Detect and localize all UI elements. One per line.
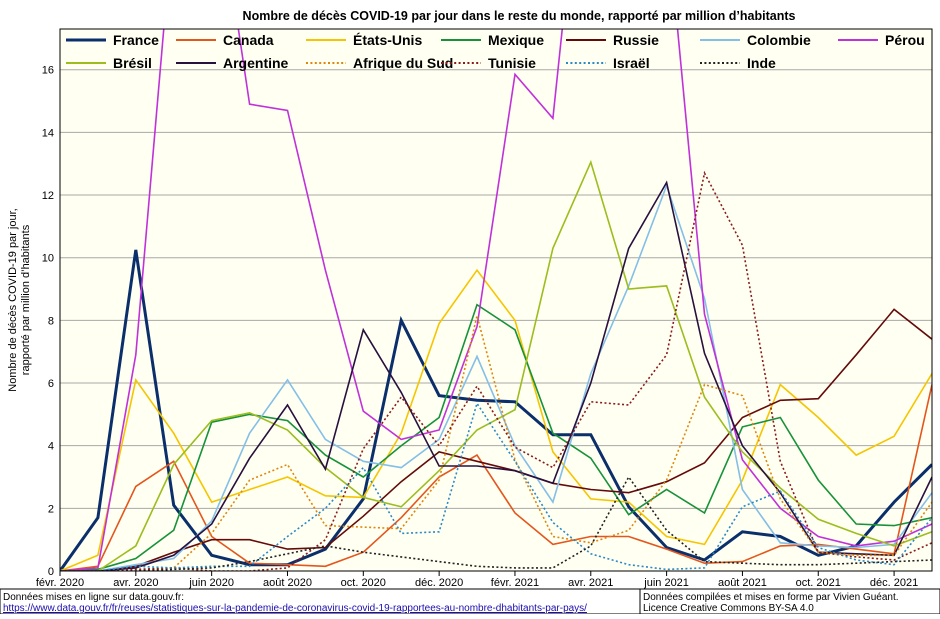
legend-label: France [113,32,159,48]
legend-label: Tunisie [488,55,536,71]
y-tick-label: 14 [42,127,54,139]
footer-frame [0,588,940,615]
x-tick-label: févr. 2020 [36,577,84,589]
legend-label: Afrique du Sud [353,55,453,71]
legend-label: Mexique [488,32,544,48]
x-tick-label: juin 2021 [643,577,689,589]
series-line-Pérou [60,29,932,571]
legend-label: Argentine [223,55,289,71]
series-lines [60,29,932,571]
x-tick-label: avr. 2021 [568,577,613,589]
footer: Données mises en ligne sur data.gouv.fr:… [0,588,940,615]
x-tick-label: août 2020 [263,577,312,589]
legend-label: Israël [613,55,650,71]
series-line-Colombie [60,183,932,571]
y-tick-label: 10 [42,253,54,265]
series-line-Israël [60,401,932,571]
legend-label: Inde [747,55,776,71]
x-tick-label: août 2021 [718,577,767,589]
footer-credit: Données compilées et mises en forme par … [643,592,899,603]
series-line-Inde [60,475,932,571]
x-axis-ticks: févr. 2020 avr. 2020 juin 2020 août 2020 oct… [36,571,918,589]
legend-label: États-Unis [353,32,422,48]
y-tick-label: 16 [42,65,54,77]
gridlines [60,69,932,509]
y-axis-label-line: rapporté par million d’habitants [20,224,32,375]
x-tick-label: févr. 2021 [491,577,539,589]
series-line-Brésil [60,159,932,571]
plot-frame [59,28,933,572]
x-tick-label: avr. 2020 [113,577,158,589]
x-tick-label: juin 2020 [188,577,234,589]
series-line-États-Unis [60,268,932,571]
legend-label: Brésil [113,55,152,71]
y-tick-label: 8 [48,315,54,327]
chart-title: Nombre de décès COVID-19 par jour dans l… [243,9,796,23]
legend-label: Canada [223,32,274,48]
legend-label: Colombie [747,32,811,48]
plot-area [60,29,932,571]
y-tick-label: 6 [48,378,54,390]
x-tick-label: déc. 2020 [415,577,463,589]
series-line-Russie [60,308,932,571]
x-tick-label: oct. 2021 [796,577,841,589]
y-tick-label: 4 [48,441,54,453]
footer-license: Licence Creative Commons BY-SA 4.0 [643,603,814,614]
x-tick-label: déc. 2021 [870,577,918,589]
y-tick-label: 2 [48,503,54,515]
series-line-Argentine [60,180,932,571]
series-line-Tunisie [60,170,932,571]
footer-source-link[interactable]: https://www.data.gouv.fr/fr/reuses/stati… [3,603,587,614]
legend-label: Russie [613,32,659,48]
legend: France Canada États-Unis Mexique Russie Colom… [66,32,925,71]
x-tick-label: oct. 2020 [341,577,386,589]
y-axis-label-line: Nombre de décès COVID-19 par jour, [7,208,19,391]
series-line-Canada [60,384,932,571]
y-tick-label: 12 [42,190,54,202]
footer-source-label: Données mises en ligne sur data.gouv.fr: [3,592,184,603]
series-line-Mexique [60,303,932,571]
y-tick-label: 0 [48,566,54,578]
y-axis-label: Nombre de décès COVID-19 par jour, rappor… [7,208,32,391]
y-axis-ticks: 0 2 4 6 8 10 12 14 16 [42,65,54,578]
legend-label: Pérou [885,32,925,48]
